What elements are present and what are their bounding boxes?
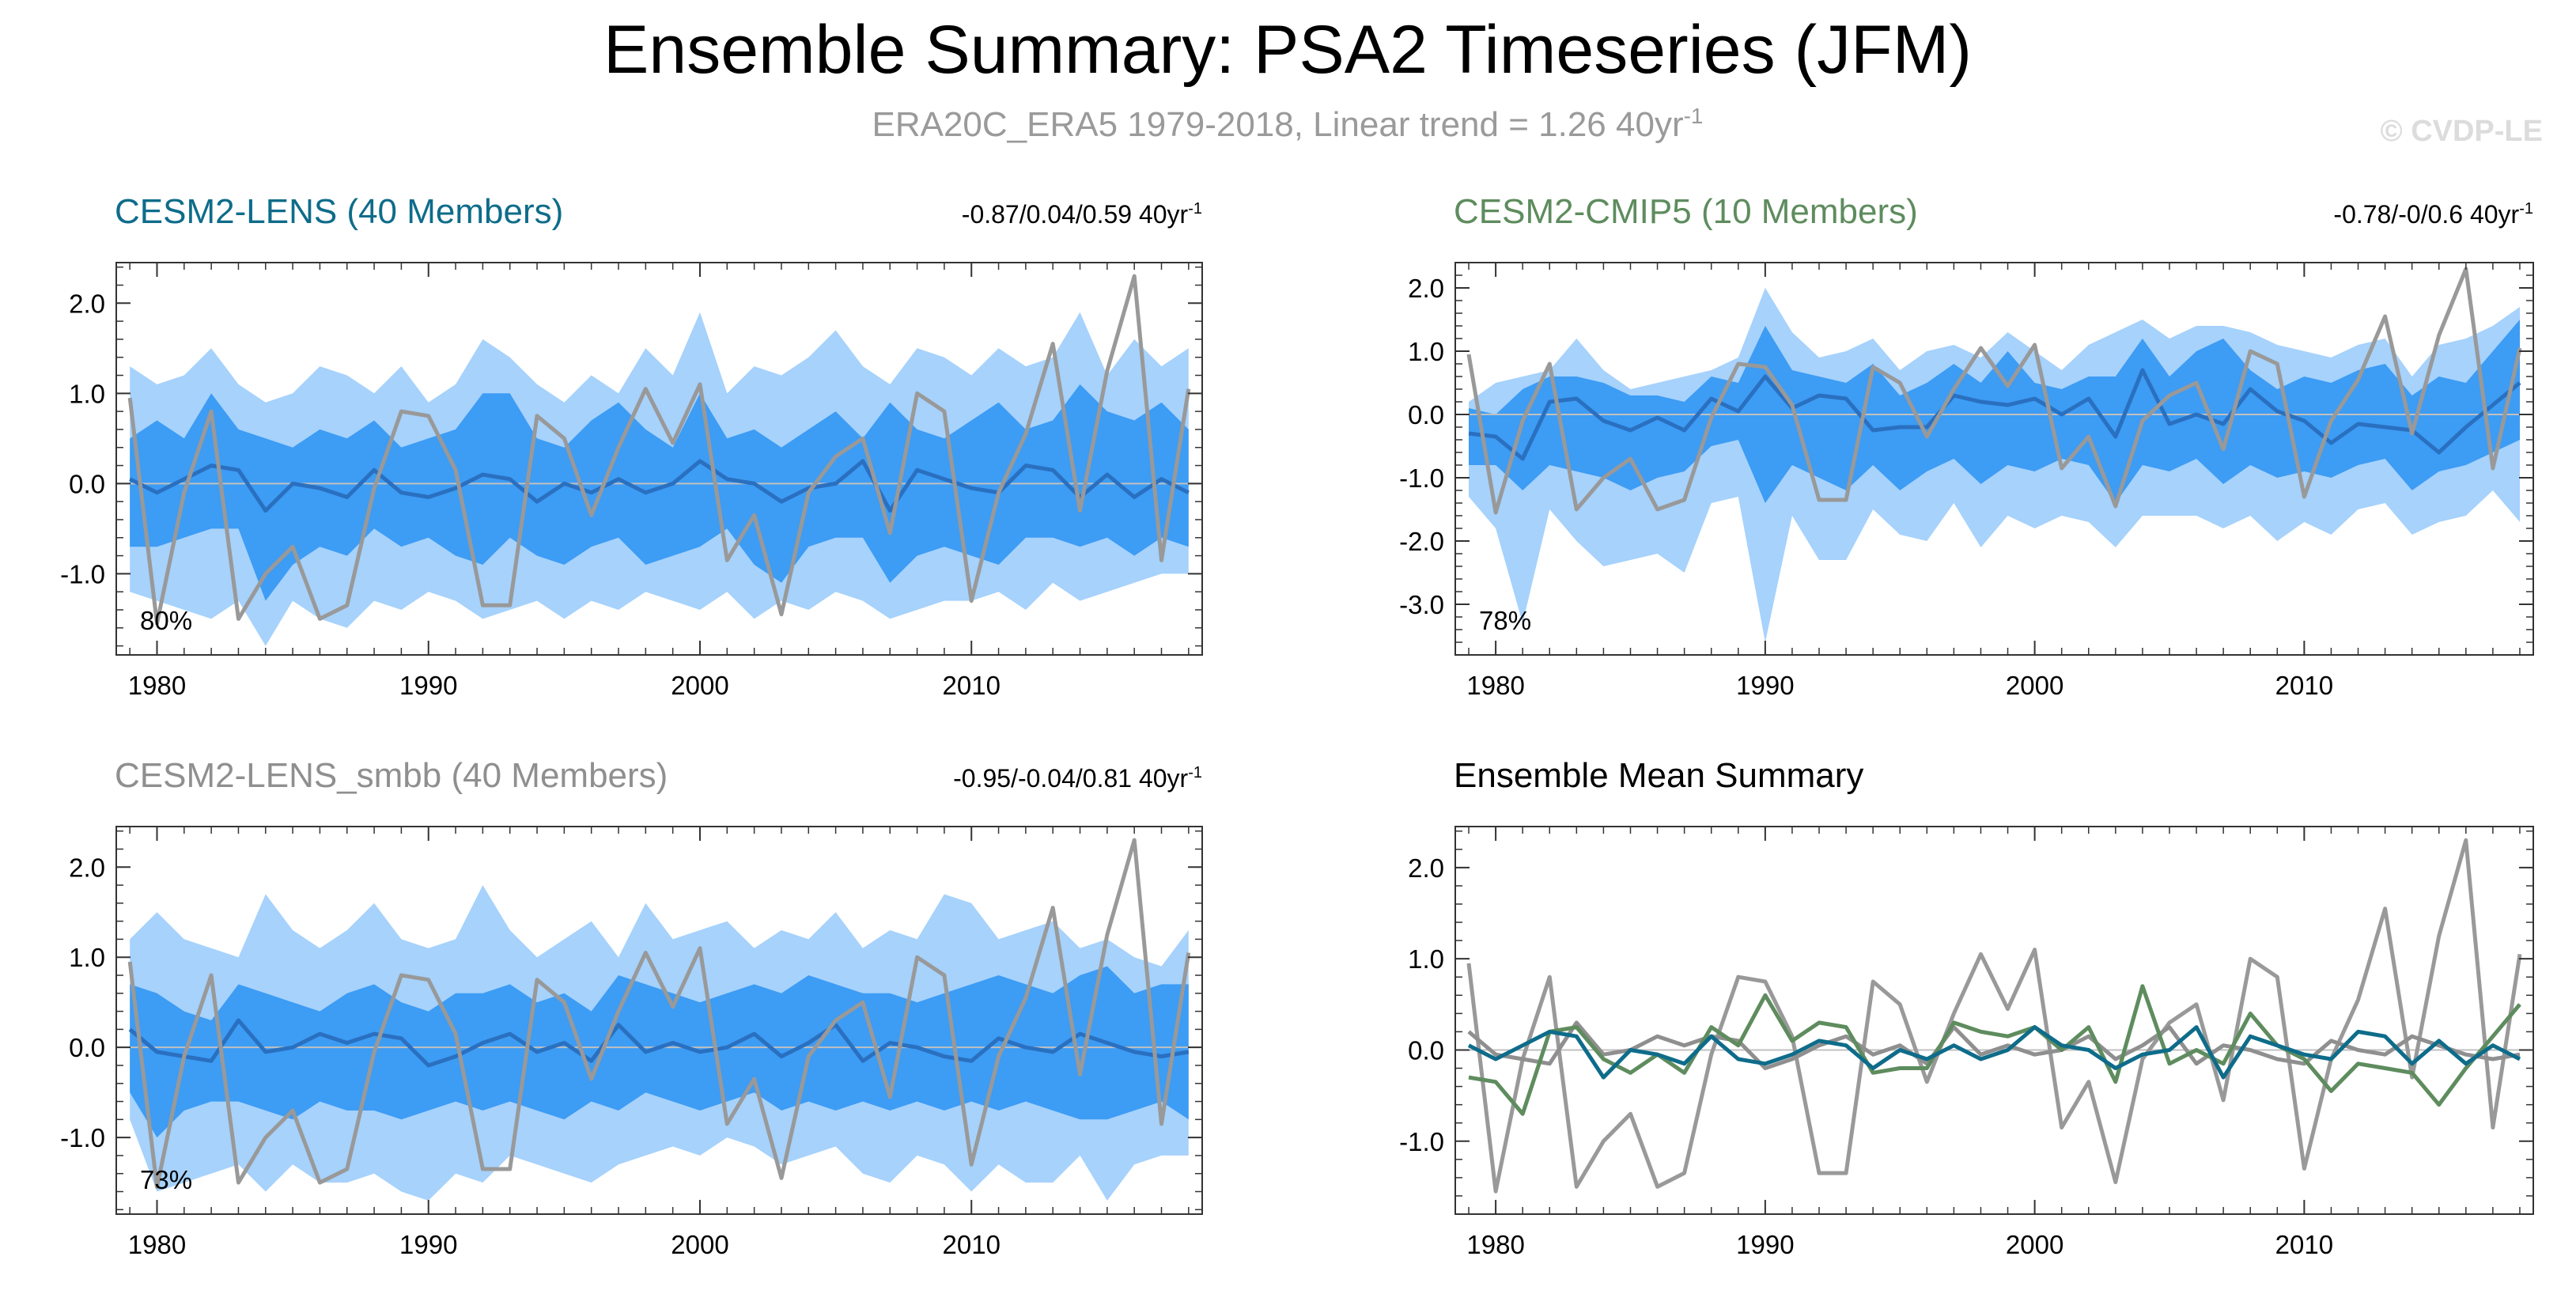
plot-area [116, 838, 1202, 1201]
y-tick-label: 0.0 [69, 469, 105, 498]
y-tick-label: -1.0 [1399, 464, 1444, 493]
x-tick-label: 1990 [399, 1230, 457, 1259]
series-line-era20c-era5 [1466, 838, 2522, 1194]
x-tick-label: 1990 [399, 671, 457, 700]
observed-line [1466, 267, 2522, 515]
inner-spread-band [130, 966, 1189, 1138]
trend-value: -0.87/0.04/0.59 40yr [962, 200, 1189, 229]
y-tick-label: 1.0 [69, 943, 105, 972]
ensemble-mean-line [1468, 368, 2521, 461]
x-tick-label: 1980 [1466, 671, 1524, 700]
plot-area [1455, 838, 2533, 1194]
y-tick-label: 0.0 [69, 1033, 105, 1062]
trend-label: -0.87/0.04/0.59 40yr-1 [962, 200, 1202, 229]
figure-subtitle: ERA20C_ERA5 1979-2018, Linear trend = 1.… [872, 104, 1703, 144]
watermark: © CVDP-LE [2381, 115, 2543, 148]
percent-label: 80% [140, 606, 192, 635]
x-tick-label: 1980 [128, 1230, 186, 1259]
panel-3: CESM2-LENS_smbb (40 Members) -0.95/-0.04/… [60, 756, 1203, 1259]
x-tick-label: 2000 [2006, 1230, 2063, 1259]
plot-frame [1454, 826, 2534, 1215]
percent-label: 73% [140, 1165, 192, 1194]
x-tick-label: 1990 [1736, 671, 1794, 700]
y-tick-label: -1.0 [60, 1123, 105, 1152]
panel-title: CESM2-LENS_smbb (40 Members) [115, 756, 668, 795]
panel-4: Ensemble Mean Summary 2.0 1.0 0.0 -1.0 1980 19… [1399, 756, 2534, 1259]
plot-area [116, 274, 1202, 646]
panel-2: CESM2-CMIP5 (10 Members) -0.78/-0/0.6 40y… [1399, 192, 2534, 700]
series-line-cesm2-lens [1467, 1025, 2521, 1080]
ensemble-mean-line [129, 459, 1190, 513]
panel-title: CESM2-LENS (40 Members) [115, 192, 563, 231]
observed-line [127, 838, 1191, 1190]
y-tick-label: -1.0 [60, 559, 105, 588]
observed-line [127, 274, 1191, 626]
x-tick-label: 2010 [943, 671, 1001, 700]
trend-sup: -1 [2519, 200, 2533, 218]
x-tick-label: 2010 [943, 1230, 1001, 1259]
y-tick-label: 2.0 [1408, 274, 1444, 303]
y-tick-label: 1.0 [1408, 944, 1444, 974]
y-tick-label: -1.0 [1399, 1127, 1444, 1156]
x-tick-label: 2010 [2275, 671, 2333, 700]
x-tick-label: 1980 [128, 671, 186, 700]
trend-value: -0.95/-0.04/0.81 40yr [953, 764, 1188, 793]
x-tick-label: 2000 [671, 671, 728, 700]
x-tick-label: 1980 [1466, 1230, 1524, 1259]
trend-sup: -1 [1188, 764, 1202, 781]
percent-label: 78% [1479, 606, 1531, 635]
x-tick-label: 2010 [2275, 1230, 2333, 1259]
inner-spread-band [1469, 320, 2520, 503]
x-tick-label: 1990 [1736, 1230, 1794, 1259]
y-tick-label: 2.0 [69, 853, 105, 882]
y-tick-label: 1.0 [69, 379, 105, 408]
plot-frame [1454, 262, 2534, 656]
plot-frame [115, 262, 1203, 656]
subtitle-sup: -1 [1684, 104, 1704, 128]
x-tick-label: 2000 [2006, 671, 2063, 700]
plot-area [1455, 267, 2533, 642]
ensemble-mean-line [128, 1018, 1190, 1068]
y-tick-label: 0.0 [1408, 400, 1444, 429]
inner-spread-band [130, 384, 1189, 601]
y-tick-label: 2.0 [1408, 853, 1444, 883]
plot-frame [115, 826, 1203, 1215]
panel-title: CESM2-CMIP5 (10 Members) [1454, 192, 1918, 231]
panels: CESM2-LENS (40 Members) -0.87/0.04/0.59 4… [60, 192, 2534, 1259]
trend-label: -0.78/-0/0.6 40yr-1 [2333, 200, 2533, 229]
x-tick-label: 2000 [671, 1230, 728, 1259]
subtitle-main: ERA20C_ERA5 1979-2018, Linear trend = 1.… [872, 105, 1683, 144]
series-line-cesm2-cmip5 [1468, 984, 2521, 1116]
panel-title: Ensemble Mean Summary [1454, 756, 1863, 795]
trend-label: -0.95/-0.04/0.81 40yr-1 [953, 764, 1202, 793]
y-tick-label: 0.0 [1408, 1035, 1444, 1065]
panel-1: CESM2-LENS (40 Members) -0.87/0.04/0.59 4… [60, 192, 1203, 700]
y-tick-label: 2.0 [69, 289, 105, 318]
y-tick-label: -3.0 [1399, 590, 1444, 619]
y-tick-label: -2.0 [1399, 527, 1444, 556]
trend-sup: -1 [1188, 200, 1202, 218]
trend-value: -0.78/-0/0.6 40yr [2333, 200, 2519, 229]
y-tick-label: 1.0 [1408, 337, 1444, 366]
figure-title: Ensemble Summary: PSA2 Timeseries (JFM) [603, 12, 1972, 88]
